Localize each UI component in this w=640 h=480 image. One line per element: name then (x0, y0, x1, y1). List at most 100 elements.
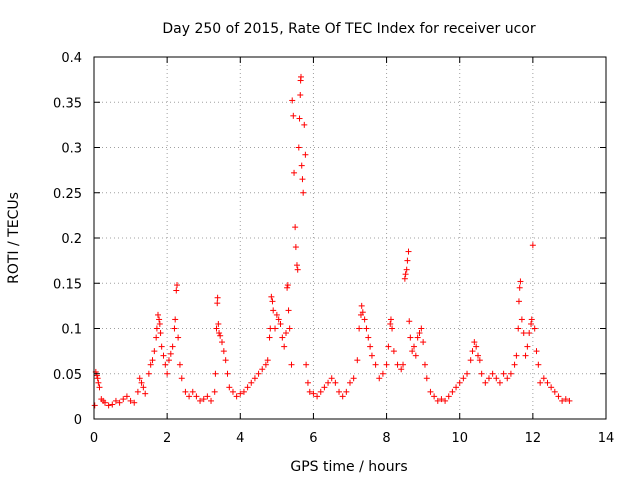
x-tick-label: 8 (382, 431, 390, 446)
data-point (123, 393, 130, 400)
data-point (535, 361, 542, 368)
data-point (518, 316, 525, 323)
x-tick-label: 12 (525, 431, 542, 446)
data-point (178, 375, 185, 382)
y-tick-label: 0.2 (61, 232, 82, 247)
data-point (321, 384, 328, 391)
data-point (358, 302, 365, 309)
data-point (526, 330, 533, 337)
data-point (317, 388, 324, 395)
data-point (504, 375, 511, 382)
data-point (537, 379, 544, 386)
data-point (153, 325, 160, 332)
data-point (376, 375, 383, 382)
data-point (485, 375, 492, 382)
y-tick-label: 0.3 (61, 142, 82, 157)
data-point (500, 370, 507, 377)
data-point (343, 388, 350, 395)
data-point (562, 396, 569, 403)
data-point (291, 169, 298, 176)
x-tick-label: 4 (236, 431, 244, 446)
data-point (363, 325, 370, 332)
data-point (445, 393, 452, 400)
data-point (478, 370, 485, 377)
data-point (412, 352, 419, 359)
data-point (325, 379, 332, 386)
data-point (555, 393, 562, 400)
data-point (299, 176, 306, 183)
x-tick-label: 6 (309, 431, 317, 446)
data-point (116, 399, 123, 406)
data-point (140, 384, 147, 391)
data-point (162, 361, 169, 368)
chart-title: Day 250 of 2015, Rate Of TEC Index for r… (162, 21, 536, 37)
grid-layer (94, 57, 606, 419)
data-point (421, 361, 428, 368)
data-point (165, 357, 172, 364)
data-point (259, 366, 266, 373)
data-point (289, 97, 296, 104)
data-point (134, 388, 141, 395)
data-point (359, 309, 366, 316)
data-point (281, 343, 288, 350)
data-point (295, 144, 302, 151)
data-point (286, 325, 293, 332)
data-point (136, 375, 143, 382)
data-point (160, 352, 167, 359)
data-point (91, 402, 98, 409)
y-tick-label: 0.25 (53, 187, 82, 202)
y-tick-label: 0.05 (53, 368, 82, 383)
data-point (336, 388, 343, 395)
data-point (173, 287, 180, 294)
data-point (368, 352, 375, 359)
data-point (339, 393, 346, 400)
data-point (404, 257, 411, 264)
data-point (531, 325, 538, 332)
data-point (361, 316, 368, 323)
data-point (489, 370, 496, 377)
points-layer (91, 73, 573, 409)
x-axis-title: GPS time / hours (290, 459, 407, 475)
data-point (416, 330, 423, 337)
data-point (306, 388, 313, 395)
data-point (482, 379, 489, 386)
data-point (528, 320, 535, 327)
data-point (449, 388, 456, 395)
data-point (347, 379, 353, 386)
data-point (182, 388, 189, 395)
data-point (94, 375, 101, 382)
data-point (211, 388, 218, 395)
data-point (101, 399, 108, 406)
data-point (175, 334, 182, 341)
data-point (200, 396, 207, 403)
data-point (174, 282, 181, 289)
data-point (149, 357, 156, 364)
data-point (385, 343, 392, 350)
data-point (157, 330, 164, 337)
data-point (264, 357, 271, 364)
data-point (237, 390, 244, 397)
x-tick-label: 14 (598, 431, 615, 446)
data-point (214, 300, 221, 307)
data-point (147, 361, 154, 368)
data-point (284, 282, 291, 289)
data-point (297, 73, 304, 80)
data-point (301, 121, 308, 128)
data-point (189, 388, 196, 395)
data-point (169, 343, 176, 350)
data-point (405, 248, 412, 255)
data-point (292, 244, 299, 251)
data-point (493, 375, 500, 382)
data-point (516, 284, 523, 291)
data-point (383, 361, 390, 368)
data-point (533, 348, 540, 355)
x-tick-label: 0 (90, 431, 98, 446)
data-point (109, 401, 116, 408)
data-point (464, 370, 471, 377)
data-point (273, 311, 280, 318)
data-point (131, 399, 138, 406)
data-point (551, 388, 558, 395)
data-point (240, 388, 247, 395)
